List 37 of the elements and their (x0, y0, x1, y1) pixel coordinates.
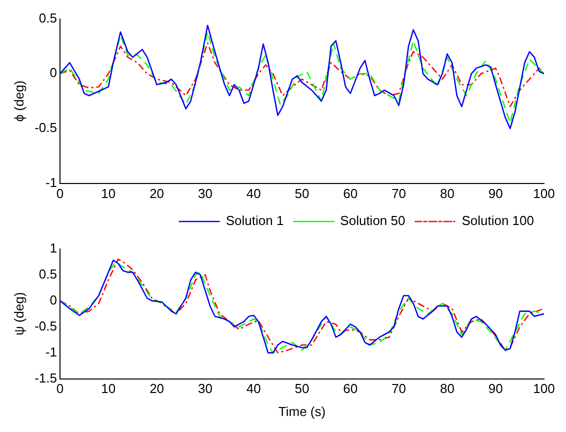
line-series (60, 42, 544, 108)
y-tick-label: 0.5 (38, 10, 57, 26)
x-tick-label: 90 (488, 186, 503, 201)
y-tick-label: 1 (50, 240, 57, 256)
legend-label: Solution 100 (462, 213, 534, 228)
x-tick-label: 100 (533, 186, 555, 201)
x-tick-label: 80 (440, 186, 454, 201)
y-tick-label: -0.5 (34, 318, 57, 334)
legend-label: Solution 50 (340, 213, 406, 228)
y-tick-label: -0.5 (34, 120, 57, 136)
y-tick-label: -1 (45, 174, 57, 190)
x-tick-label: 70 (392, 381, 406, 396)
x-tick-label: 90 (488, 381, 503, 396)
x-tick-label: 50 (294, 381, 310, 396)
x-tick-label: 100 (533, 381, 555, 396)
y-tick-label: 0 (50, 292, 57, 308)
x-tick-label: 10 (101, 381, 116, 396)
x-tick-label: 40 (246, 186, 261, 201)
x-tick-label: 20 (150, 186, 164, 201)
y-axis-title: ψ (deg) (11, 292, 26, 336)
y-tick-label: 0.5 (38, 266, 57, 282)
x-tick-label: 30 (198, 381, 212, 396)
x-tick-label: 30 (198, 186, 212, 201)
x-tick-label: 10 (101, 186, 116, 201)
x-tick-label: 20 (150, 381, 164, 396)
x-axis-title: Time (s) (278, 404, 326, 419)
y-tick-label: -1 (45, 344, 57, 360)
x-tick-label: 40 (246, 381, 261, 396)
y-tick-label: 0 (50, 65, 57, 80)
x-tick-label: 50 (294, 186, 310, 201)
y-axis-title: ϕ (deg) (11, 80, 26, 122)
y-tick-label: -1.5 (34, 370, 57, 386)
x-tick-label: 60 (343, 381, 358, 396)
x-tick-label: 60 (343, 186, 358, 201)
x-tick-label: 70 (392, 186, 406, 201)
x-tick-label: 80 (440, 381, 454, 396)
legend-label: Solution 1 (226, 213, 284, 228)
